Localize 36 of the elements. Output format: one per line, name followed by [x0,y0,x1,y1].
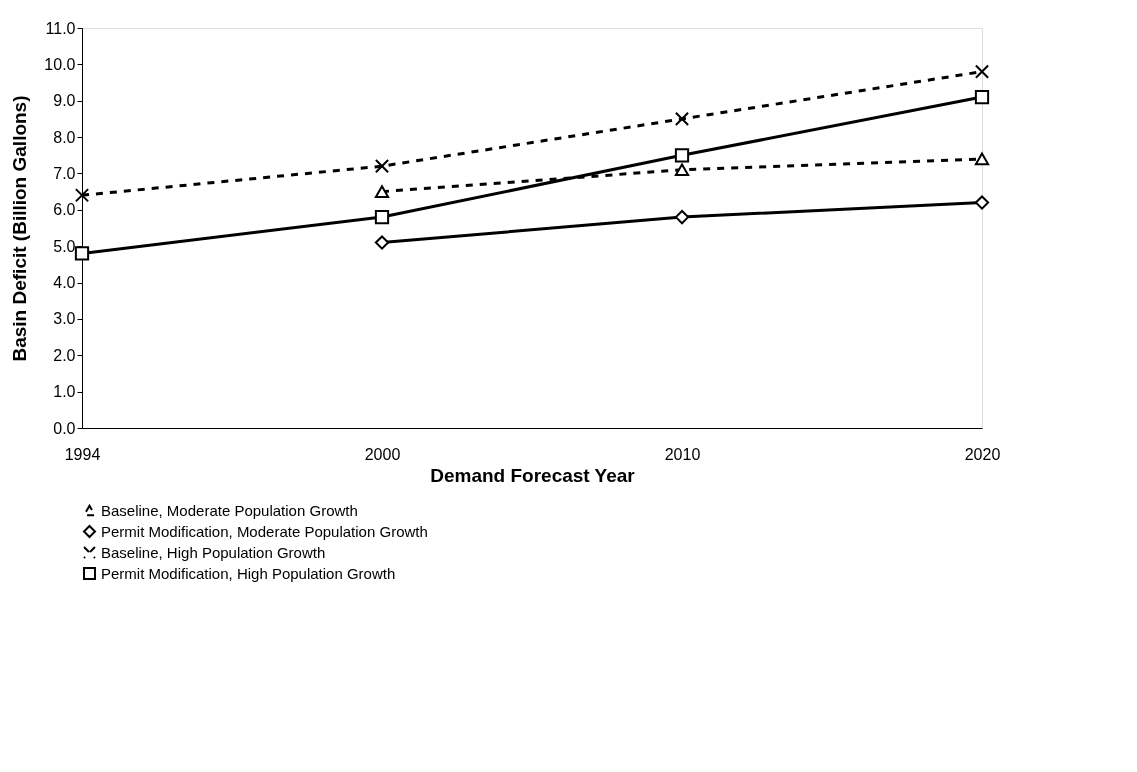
legend-label: Baseline, Moderate Population Growth [101,501,358,519]
y-tick-label: 3.0 [53,310,76,328]
x-tick-label: 2010 [664,445,701,463]
legend-label: Permit Modification, High Population Growth [101,564,396,582]
point [974,64,990,79]
x-tick-label: 1994 [64,445,101,463]
point [374,185,390,198]
x-axis-title: Demand Forecast Year [430,464,636,486]
y-tick-label: 1.0 [53,383,76,401]
point [674,111,690,127]
x-tick-label: 2020 [964,445,1001,463]
y-tick-label: 2.0 [53,346,76,364]
point [974,89,990,105]
point [74,246,90,261]
point [974,195,990,210]
y-tick-label: 8.0 [53,128,76,146]
point [674,163,690,177]
legend-label: Baseline, High Population Growth [101,543,326,561]
point [74,188,90,203]
point [674,209,690,225]
legend-label: Permit Modification, Moderate Population Growth [101,522,428,540]
x-tick-label: 2000 [364,445,401,463]
y-tick-label: 0.0 [53,419,76,437]
y-tick-label: 5.0 [53,237,76,255]
point [374,235,390,250]
y-tick-label: 11.0 [45,19,76,37]
point [374,209,390,225]
y-tick-label: 7.0 [53,164,76,182]
y-tick-label: 4.0 [53,274,76,292]
y-axis-title: Basin Deficit (Billion Gallons) [9,95,31,362]
point [674,148,690,163]
point [974,152,990,166]
y-tick-label: 9.0 [53,92,76,110]
y-tick-label: 10.0 [44,55,76,73]
point [374,159,390,174]
y-tick-label: 6.0 [53,201,76,219]
